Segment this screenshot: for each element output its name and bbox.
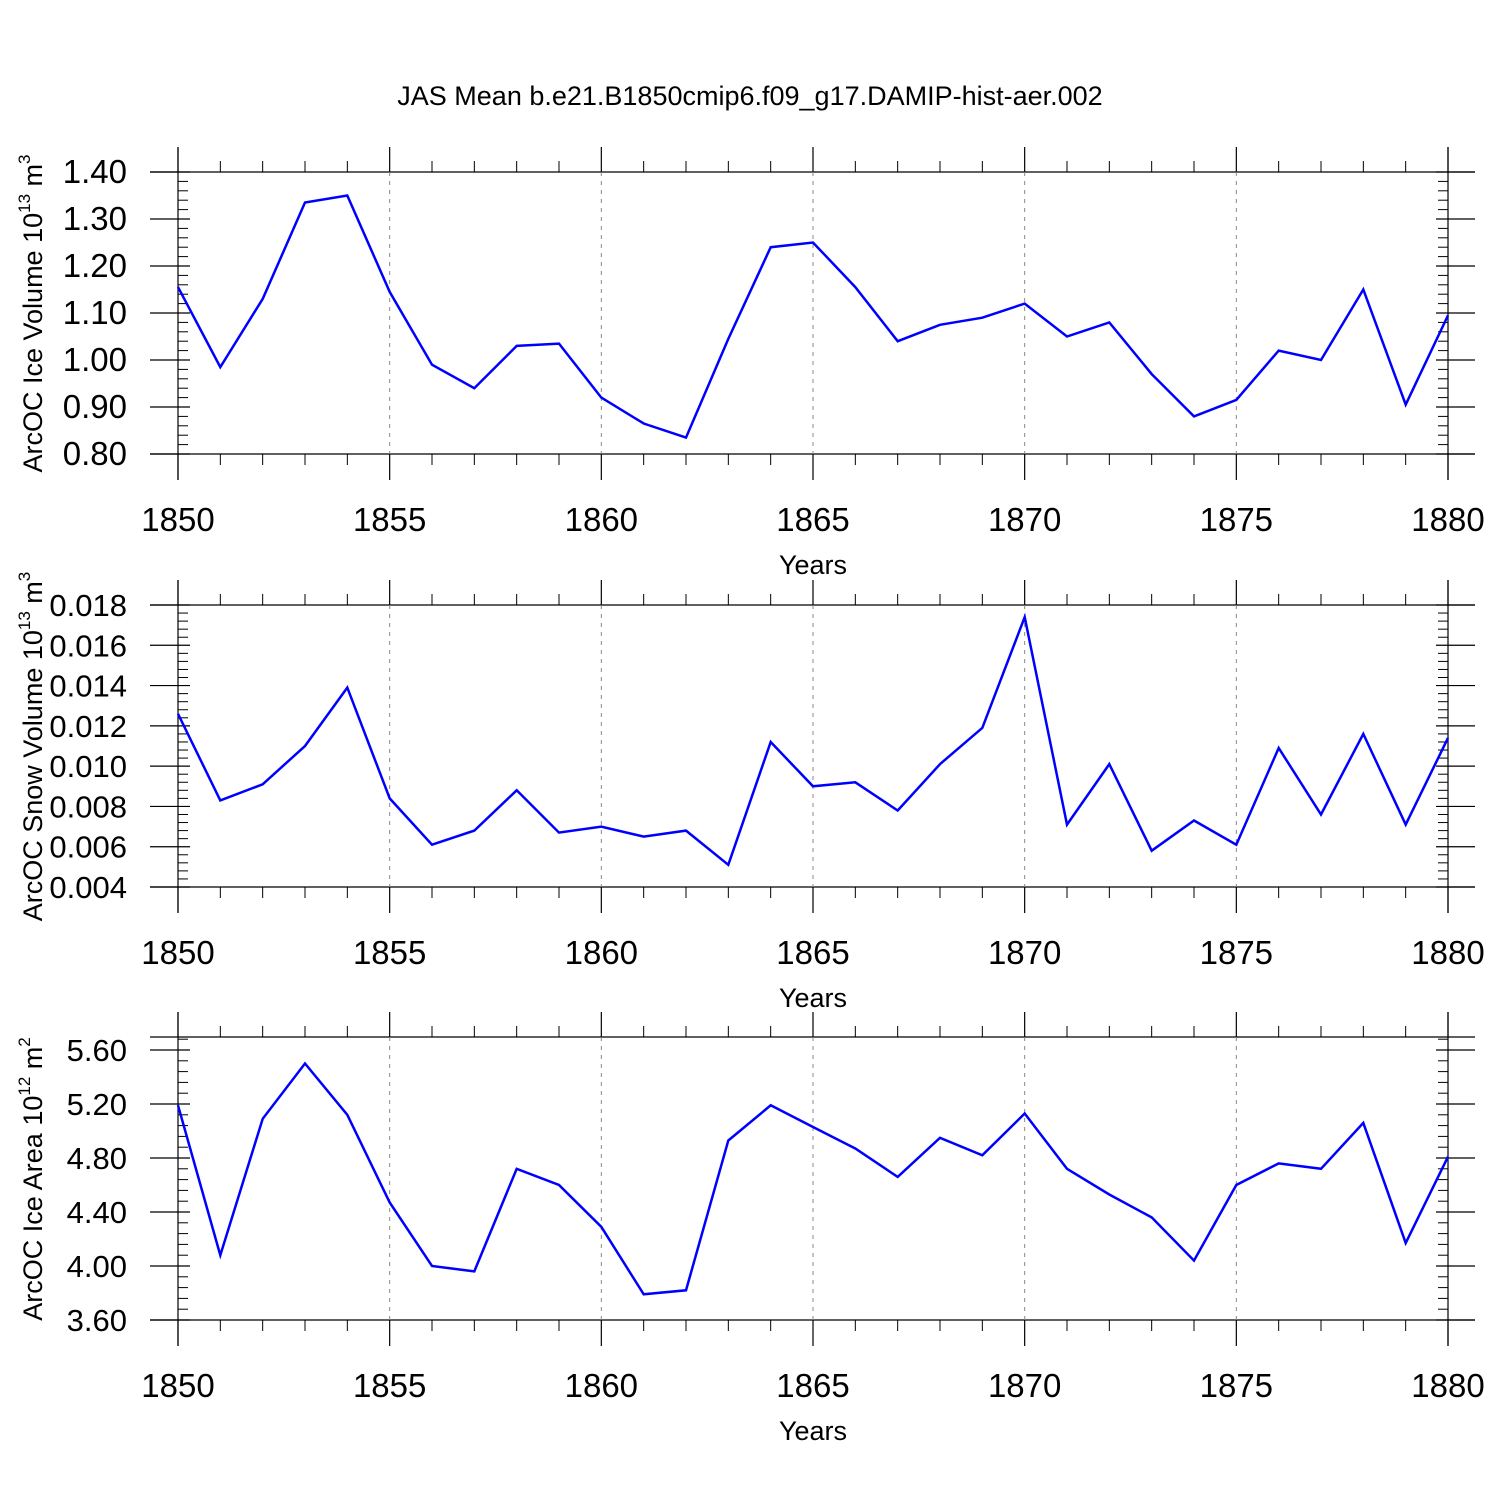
- x-tick-label: 1875: [1200, 1367, 1273, 1404]
- y-tick-label: 4.80: [67, 1141, 127, 1176]
- y-tick-label: 4.40: [67, 1195, 127, 1230]
- y-axis-label-text: ArcOC Ice Area 10: [18, 1096, 48, 1321]
- y-tick-label: 0.008: [49, 789, 127, 824]
- x-tick-label: 1860: [565, 1367, 638, 1404]
- y-tick-label: 0.006: [49, 830, 127, 865]
- y-tick-label: 5.60: [67, 1033, 127, 1068]
- x-tick-label: 1865: [776, 501, 849, 538]
- y-axis-label: ArcOC Snow Volume 1013 m3: [15, 572, 48, 922]
- y-tick-label: 1.40: [63, 153, 127, 190]
- x-tick-label: 1870: [988, 1367, 1061, 1404]
- y-axis-label-text: ArcOC Ice Volume 10: [18, 213, 48, 473]
- x-tick-label: 1880: [1411, 1367, 1484, 1404]
- x-tick-label: 1875: [1200, 934, 1273, 971]
- x-tick-label: 1850: [141, 1367, 214, 1404]
- y-tick-label: 1.10: [63, 294, 127, 331]
- y-axis-label-exponent: 13: [15, 611, 34, 630]
- x-tick-label: 1880: [1411, 501, 1484, 538]
- x-axis-label: Years: [779, 1416, 847, 1446]
- x-tick-label: 1855: [353, 1367, 426, 1404]
- y-tick-label: 0.014: [49, 669, 127, 704]
- y-tick-label: 0.010: [49, 749, 127, 784]
- y-axis-label-unit-exponent: 3: [15, 154, 34, 163]
- x-tick-label: 1870: [988, 501, 1061, 538]
- y-tick-label: 0.018: [49, 588, 127, 623]
- x-tick-label: 1865: [776, 1367, 849, 1404]
- y-axis-label-unit-exponent: 2: [15, 1037, 34, 1046]
- x-tick-label: 1860: [565, 501, 638, 538]
- y-axis-label-unit: m: [18, 581, 48, 611]
- y-tick-label: 3.60: [67, 1303, 127, 1338]
- y-tick-label: 0.016: [49, 628, 127, 663]
- y-tick-label: 5.20: [67, 1087, 127, 1122]
- y-tick-label: 0.004: [49, 870, 127, 905]
- series-line: [176, 612, 1450, 867]
- x-tick-label: 1850: [141, 934, 214, 971]
- y-axis-label-unit-exponent: 3: [15, 572, 34, 581]
- y-axis-label-unit: m: [18, 1047, 48, 1077]
- y-axis-label: ArcOC Ice Area 1012 m2: [15, 1037, 48, 1321]
- x-axis-label: Years: [779, 550, 847, 580]
- chart-panel-2: 1850 1855 1860 1865 1870 1875 1880 0.004 0.006 0.…: [15, 572, 1485, 1013]
- y-axis-label-exponent: 13: [15, 194, 34, 213]
- series-line: [176, 194, 1450, 440]
- y-tick-label: 0.90: [63, 388, 127, 425]
- y-axis-label-unit: m: [18, 164, 48, 194]
- y-tick-label: 1.30: [63, 200, 127, 237]
- y-axis-label: ArcOC Ice Volume 1013 m3: [15, 154, 48, 472]
- x-tick-label: 1850: [141, 501, 214, 538]
- x-tick-label: 1860: [565, 934, 638, 971]
- y-tick-label: 0.80: [63, 435, 127, 472]
- chart-title: JAS Mean b.e21.B1850cmip6.f09_g17.DAMIP-…: [397, 81, 1102, 111]
- series-line: [176, 1061, 1450, 1296]
- chart-panels: 1850 1855 1860 1865 1870 1875 1880 0.80 0.90 1.00…: [15, 147, 1485, 1446]
- x-tick-label: 1855: [353, 501, 426, 538]
- y-tick-label: 1.20: [63, 247, 127, 284]
- x-tick-label: 1870: [988, 934, 1061, 971]
- y-tick-label: 0.012: [49, 709, 127, 744]
- x-tick-label: 1875: [1200, 501, 1273, 538]
- chart-panel-3: 1850 1855 1860 1865 1870 1875 1880 3.60 4.00 4.40…: [15, 1012, 1485, 1446]
- y-axis-label-exponent: 12: [15, 1077, 34, 1096]
- y-tick-label: 4.00: [67, 1249, 127, 1284]
- y-axis-label-text: ArcOC Snow Volume 10: [18, 630, 48, 921]
- y-tick-label: 1.00: [63, 341, 127, 378]
- x-tick-label: 1855: [353, 934, 426, 971]
- x-tick-label: 1880: [1411, 934, 1484, 971]
- chart-panel-1: 1850 1855 1860 1865 1870 1875 1880 0.80 0.90 1.00…: [15, 147, 1485, 580]
- x-axis-label: Years: [779, 983, 847, 1013]
- x-tick-label: 1865: [776, 934, 849, 971]
